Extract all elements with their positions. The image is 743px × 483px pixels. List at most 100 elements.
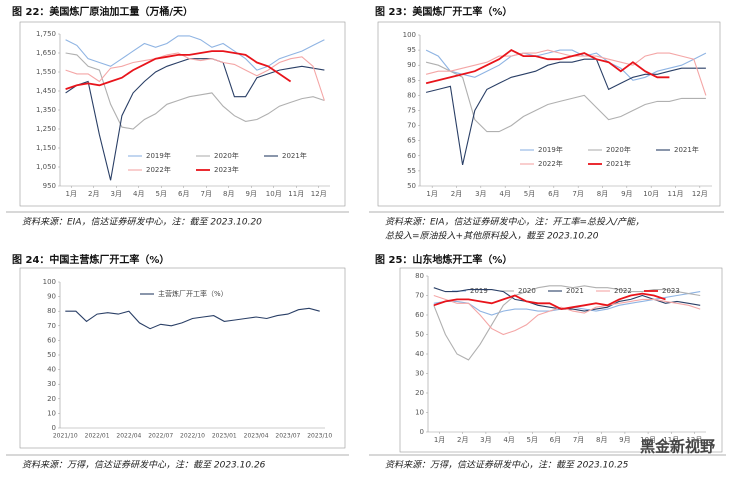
x-tick-label: 7月 — [201, 190, 212, 198]
series-line — [425, 49, 707, 81]
y-tick-label: 10 — [47, 409, 56, 417]
series-line — [65, 52, 325, 101]
x-tick-label: 1月 — [66, 190, 77, 198]
y-tick-label: 30 — [415, 370, 424, 378]
y-tick-label: 20 — [415, 389, 424, 397]
y-tick-label: 55 — [407, 167, 416, 175]
legend-label: 2023年 — [214, 165, 239, 174]
y-tick-label: 80 — [47, 307, 56, 315]
y-tick-label: 75 — [407, 107, 416, 115]
x-tick-label: 2022/01 — [85, 433, 110, 440]
chart-frame — [377, 21, 721, 207]
legend-label: 2022 — [614, 287, 632, 295]
x-tick-label: 4月 — [133, 190, 144, 198]
series-line — [433, 291, 701, 316]
legend-label: 2021年 — [674, 145, 699, 154]
series-line — [65, 307, 320, 330]
y-tick-label: 80 — [415, 272, 424, 280]
x-tick-label: 12月 — [692, 190, 708, 198]
y-tick-label: 1,750 — [36, 30, 56, 38]
chart-frame — [19, 267, 346, 449]
x-tick-label: 6月 — [550, 436, 561, 444]
legend-label: 2020 — [518, 287, 536, 295]
y-tick-label: 50 — [407, 182, 416, 190]
series-line — [433, 294, 701, 336]
series-line — [425, 61, 706, 133]
series-line — [65, 35, 325, 71]
x-tick-label: 2021/10 — [53, 433, 78, 440]
y-tick-label: 20 — [47, 395, 56, 403]
y-tick-label: 1,050 — [36, 163, 56, 171]
y-tick-label: 1,550 — [36, 68, 56, 76]
x-tick-label: 5月 — [156, 190, 167, 198]
x-tick-label: 1月 — [434, 436, 445, 444]
x-tick-label: 8月 — [596, 436, 607, 444]
x-tick-label: 2023/10 — [307, 433, 332, 440]
y-tick-label: 90 — [47, 293, 56, 301]
legend-label: 2023 — [662, 287, 680, 295]
x-tick-label: 2023/01 — [212, 433, 237, 440]
series-line — [65, 50, 292, 90]
x-tick-label: 11月 — [288, 190, 304, 198]
x-tick-label: 7月 — [572, 190, 583, 198]
y-tick-label: 70 — [407, 122, 416, 130]
series-line — [425, 58, 706, 166]
y-tick-label: 1,250 — [36, 125, 56, 133]
y-tick-label: 10 — [415, 409, 424, 417]
chart-frame — [19, 21, 346, 207]
legend-label: 2022年 — [538, 159, 563, 168]
legend-label: 2021年 — [282, 151, 307, 160]
series-line — [65, 52, 325, 130]
watermark: 黑金新视野 — [640, 438, 715, 456]
x-tick-label: 6月 — [548, 190, 559, 198]
y-tick-label: 50 — [47, 351, 56, 359]
x-tick-label: 10月 — [266, 190, 282, 198]
series-line — [425, 49, 670, 85]
y-tick-label: 40 — [47, 366, 56, 374]
y-tick-label: 90 — [407, 61, 416, 69]
source-note: 资料来源：万得，信达证券研发中心，注：截至 2023.10.25 — [385, 460, 629, 471]
series-line — [433, 285, 701, 361]
y-tick-label: 60 — [415, 311, 424, 319]
legend-label: 2021 — [566, 287, 584, 295]
chart-title: 图 24：中国主营炼厂开工率（%） — [12, 253, 169, 266]
x-tick-label: 4月 — [503, 436, 514, 444]
y-tick-label: 70 — [47, 322, 56, 330]
x-tick-label: 2022/10 — [180, 433, 205, 440]
x-tick-label: 5月 — [527, 436, 538, 444]
y-tick-label: 950 — [43, 182, 56, 190]
y-tick-label: 65 — [407, 137, 416, 145]
series-line — [425, 49, 707, 96]
y-tick-label: 0 — [420, 428, 424, 436]
legend-label: 2019 — [470, 287, 488, 295]
legend-label: 2020年 — [606, 145, 631, 154]
y-tick-label: 0 — [52, 424, 56, 432]
x-tick-label: 2023/04 — [244, 433, 269, 440]
x-tick-label: 9月 — [621, 190, 632, 198]
x-tick-label: 2022/07 — [148, 433, 173, 440]
x-tick-label: 12月 — [686, 436, 702, 444]
x-tick-label: 8月 — [223, 190, 234, 198]
x-tick-label: 2022/04 — [116, 433, 141, 440]
source-note: 资料来源：万得，信达证券研发中心，注：截至 2023.10.26 — [22, 460, 266, 471]
x-tick-label: 3月 — [480, 436, 491, 444]
x-tick-label: 9月 — [619, 436, 630, 444]
x-tick-label: 11月 — [668, 190, 684, 198]
x-tick-label: 9月 — [246, 190, 257, 198]
y-tick-label: 100 — [43, 278, 56, 286]
y-tick-label: 1,650 — [36, 49, 56, 57]
chart-frame — [399, 267, 723, 453]
x-tick-label: 2月 — [451, 190, 462, 198]
y-tick-label: 95 — [407, 46, 416, 54]
x-tick-label: 10月 — [643, 190, 659, 198]
x-tick-label: 2月 — [457, 436, 468, 444]
source-note: 资料来源：EIA，信达证券研发中心，注：开工率=总投入/产能， — [385, 217, 644, 228]
x-tick-label: 3月 — [475, 190, 486, 198]
chart-title: 图 23：美国炼厂开工率（%） — [375, 5, 512, 18]
y-tick-label: 100 — [403, 31, 416, 39]
y-tick-label: 85 — [407, 76, 416, 84]
chart-title: 图 25：山东地炼开工率（%） — [375, 253, 512, 266]
y-tick-label: 50 — [415, 331, 424, 339]
y-tick-label: 80 — [407, 91, 416, 99]
